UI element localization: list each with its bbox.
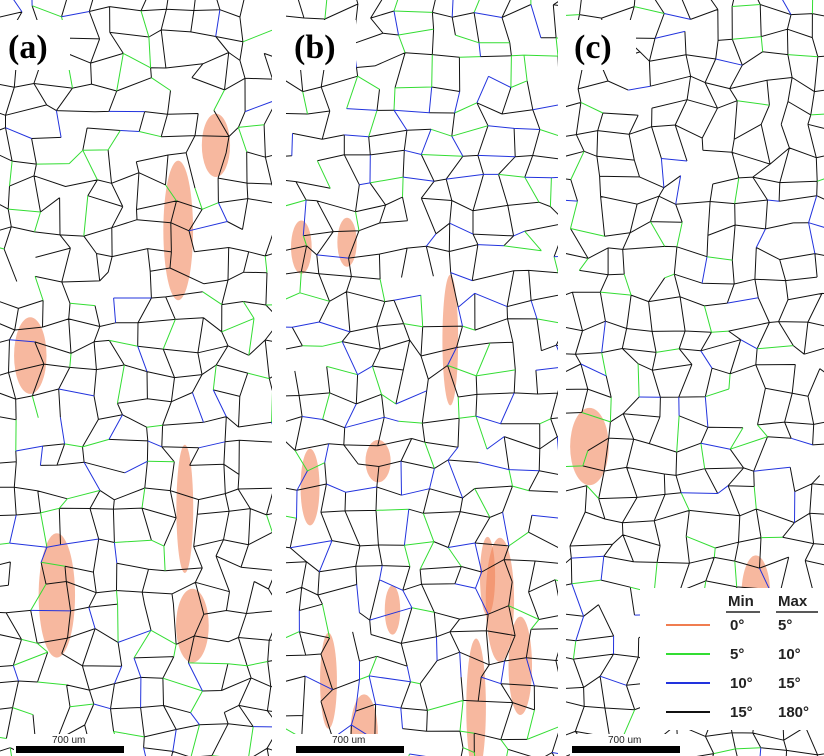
legend-max: 10° [778, 646, 801, 663]
label-bg [286, 20, 356, 70]
low-angle-region [384, 585, 401, 635]
grain-boundaries [566, 0, 824, 755]
scale-text: 700 um [608, 735, 641, 746]
label-bg [566, 20, 636, 70]
low-angle-region [163, 160, 194, 301]
legend-max: 5° [778, 617, 792, 634]
legend-min: 0° [730, 617, 744, 634]
grain-map [0, 0, 272, 756]
grain-boundaries [286, 0, 558, 756]
grain-boundaries [286, 0, 558, 756]
grain-boundaries [566, 0, 824, 756]
legend-max: 180° [778, 704, 809, 721]
grain-boundaries [566, 0, 824, 756]
panel-labels: (a) (b) (c) [0, 20, 636, 70]
low-angle-region [442, 274, 459, 406]
legend-min: 5° [730, 646, 744, 663]
legend: Min Max 0° 5° 5° 10° 10° 15° 15° 180° [640, 588, 824, 730]
low-angle-region [365, 439, 391, 483]
low-angle-region [176, 588, 209, 663]
low-angle-region [38, 533, 76, 658]
grain-map [286, 0, 558, 756]
scale-text: 700 um [332, 735, 365, 746]
label-bg [0, 20, 70, 70]
low-angle-region [466, 638, 486, 756]
grain-boundaries [5, 0, 272, 756]
low-angle-region [320, 632, 337, 729]
legend-min: 15° [730, 704, 753, 721]
grain-boundaries [0, 0, 272, 756]
panel-label: (b) [294, 29, 336, 66]
low-angle-region [176, 444, 194, 574]
scale-bar [296, 746, 404, 753]
low-angle-region [508, 616, 533, 715]
panel-label: (c) [574, 29, 612, 66]
legend-header: Max [778, 593, 808, 610]
scale-bars: 700 um 700 um 700 um [14, 734, 682, 756]
legend-max: 15° [778, 675, 801, 692]
scale-bar [16, 746, 124, 753]
scale-text: 700 um [52, 735, 85, 746]
legend-min: 10° [730, 675, 753, 692]
low-angle-region [201, 113, 231, 177]
scale-bar [572, 746, 680, 753]
legend-header: Min [728, 593, 754, 610]
low-angle-region [337, 217, 357, 267]
panel-label: (a) [8, 29, 48, 66]
low-angle-region [14, 317, 47, 394]
